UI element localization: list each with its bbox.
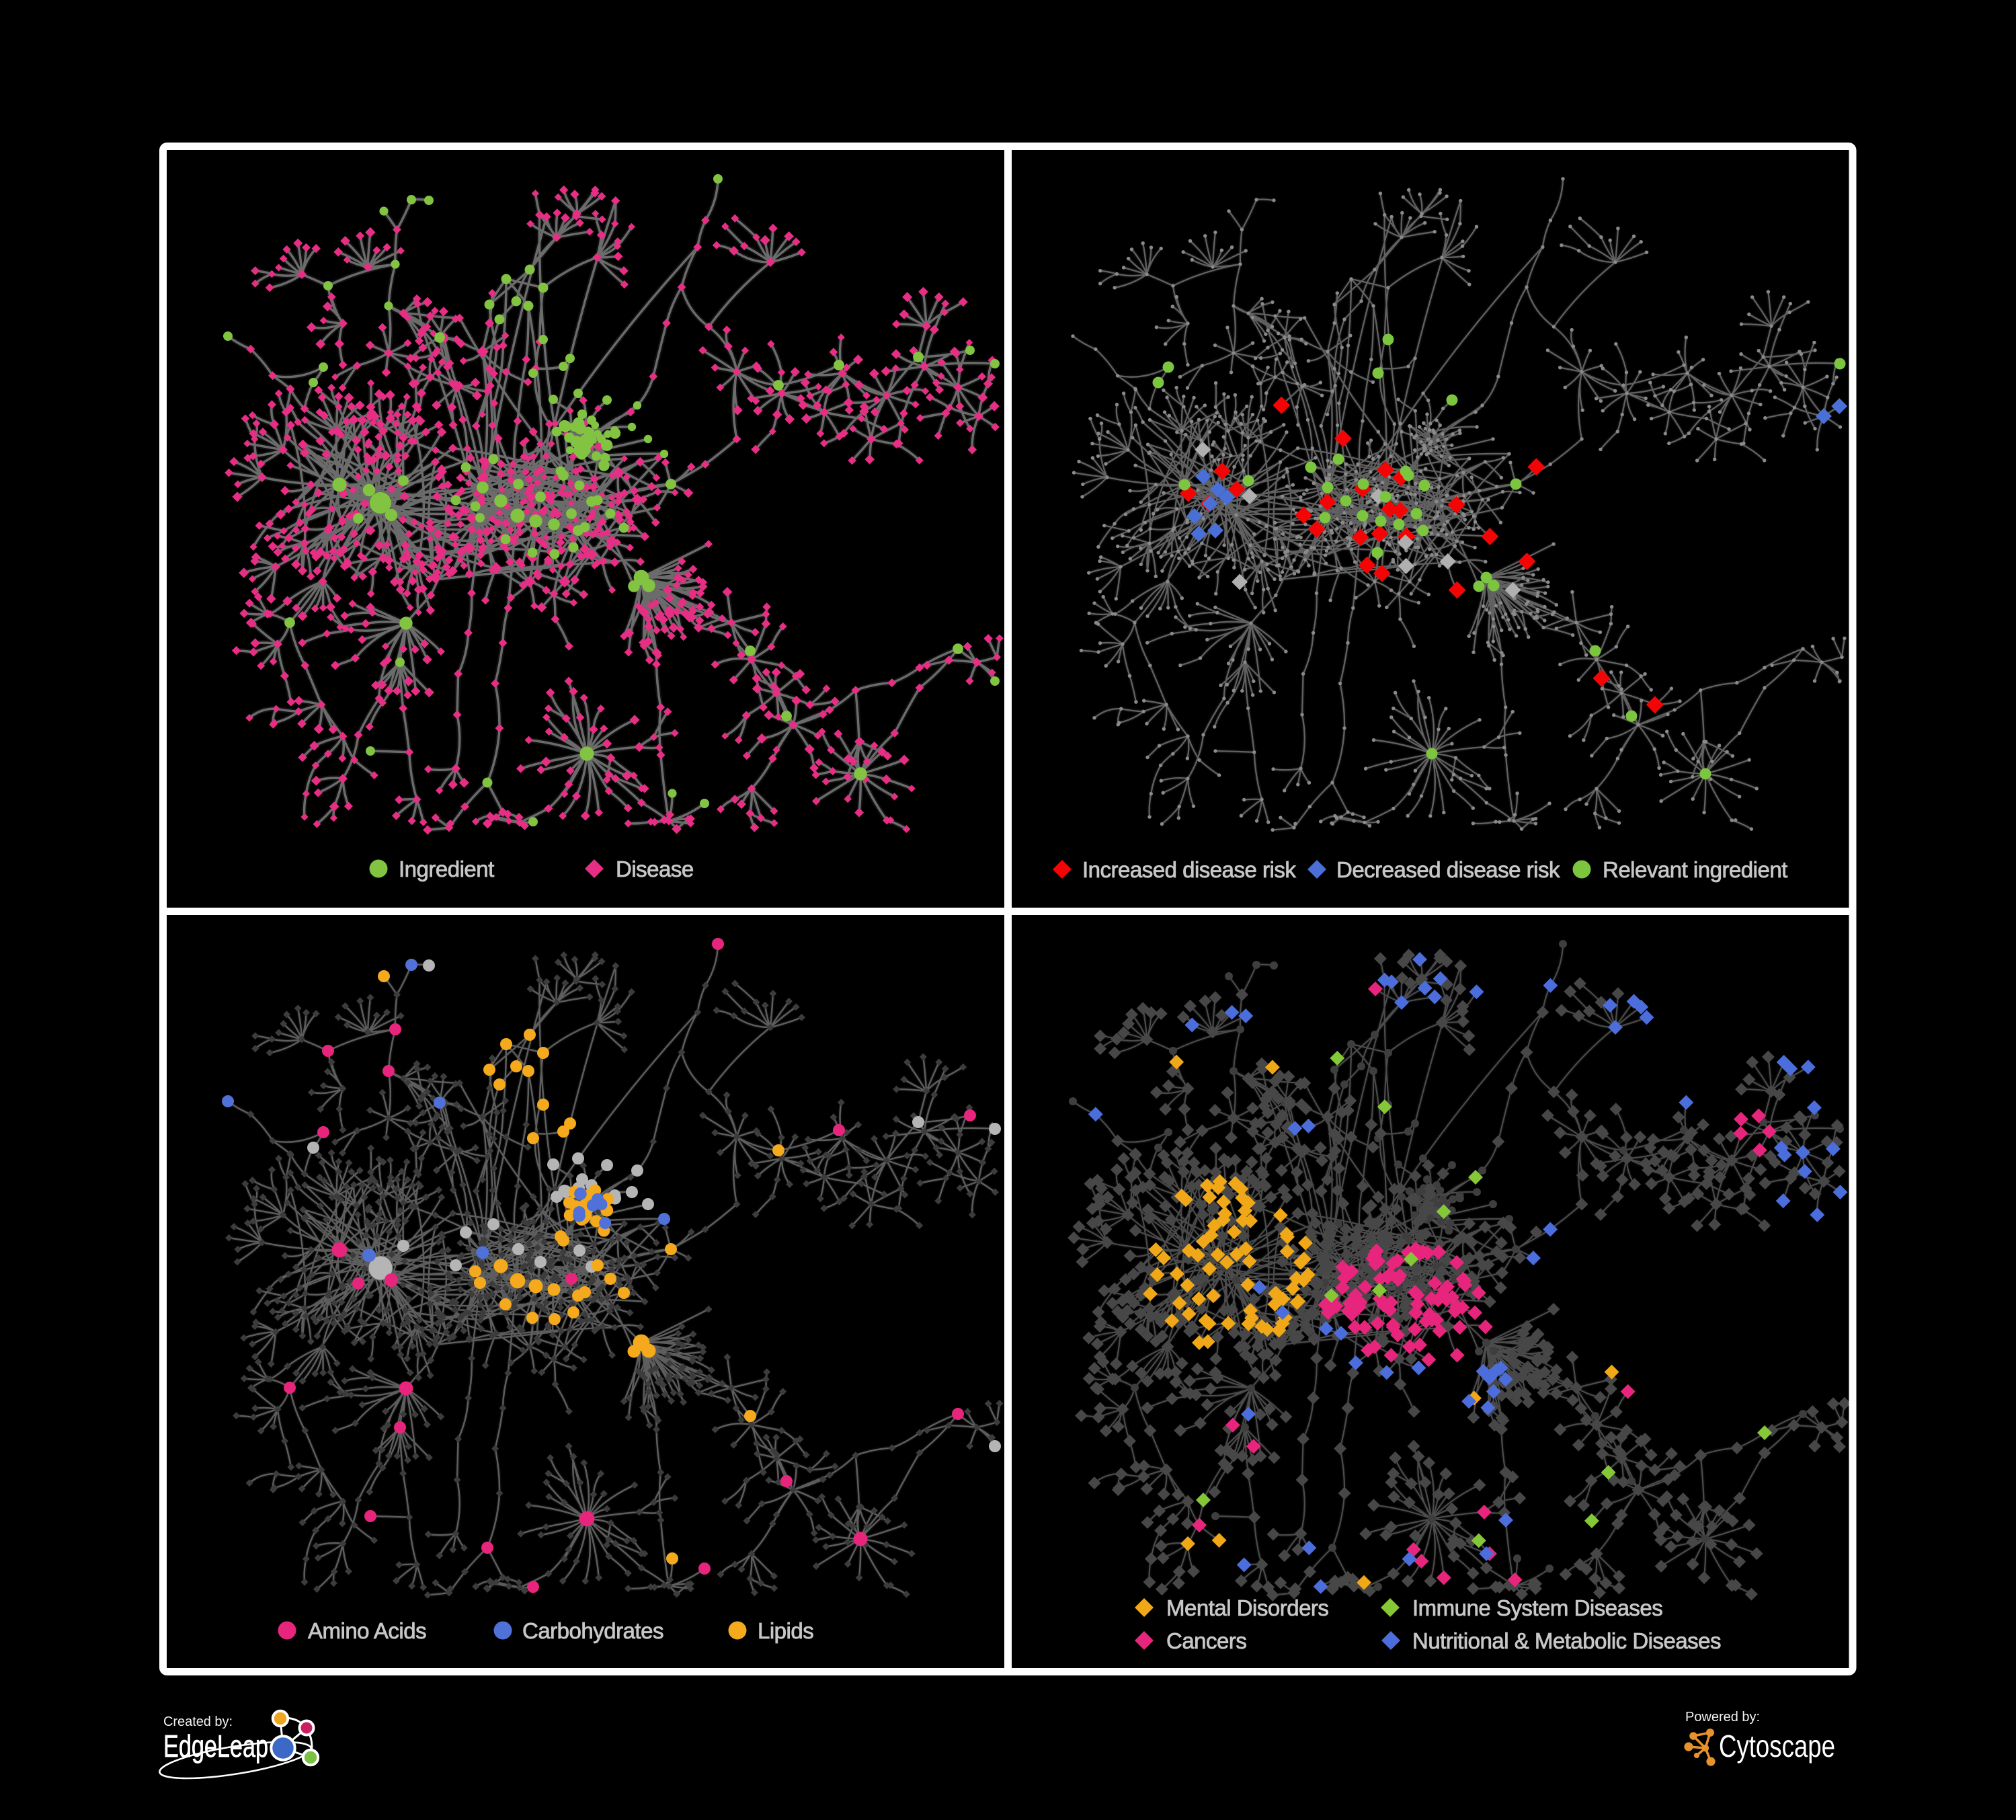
svg-text:Nutritional & Metabolic Diseas: Nutritional & Metabolic Diseases <box>1412 1628 1721 1653</box>
svg-text:Mental Disorders: Mental Disorders <box>1166 1595 1328 1620</box>
svg-text:Powered by:: Powered by: <box>1685 1710 1760 1725</box>
svg-text:Cancers: Cancers <box>1166 1628 1246 1653</box>
svg-text:Created by:: Created by: <box>163 1714 233 1729</box>
svg-text:Ingredient: Ingredient <box>399 857 494 881</box>
svg-text:Decreased disease risk: Decreased disease risk <box>1336 857 1560 882</box>
svg-text:Cytoscape: Cytoscape <box>1719 1729 1835 1764</box>
svg-text:Increased disease risk: Increased disease risk <box>1082 857 1296 882</box>
svg-text:Immune System Diseases: Immune System Diseases <box>1412 1595 1662 1620</box>
svg-text:Lipids: Lipids <box>758 1618 813 1643</box>
svg-text:Relevant ingredient: Relevant ingredient <box>1603 857 1787 882</box>
svg-text:EdgeLeap: EdgeLeap <box>163 1729 268 1764</box>
svg-text:Amino Acids: Amino Acids <box>308 1618 426 1643</box>
svg-text:Carbohydrates: Carbohydrates <box>522 1618 663 1643</box>
svg-text:Disease: Disease <box>616 857 694 881</box>
